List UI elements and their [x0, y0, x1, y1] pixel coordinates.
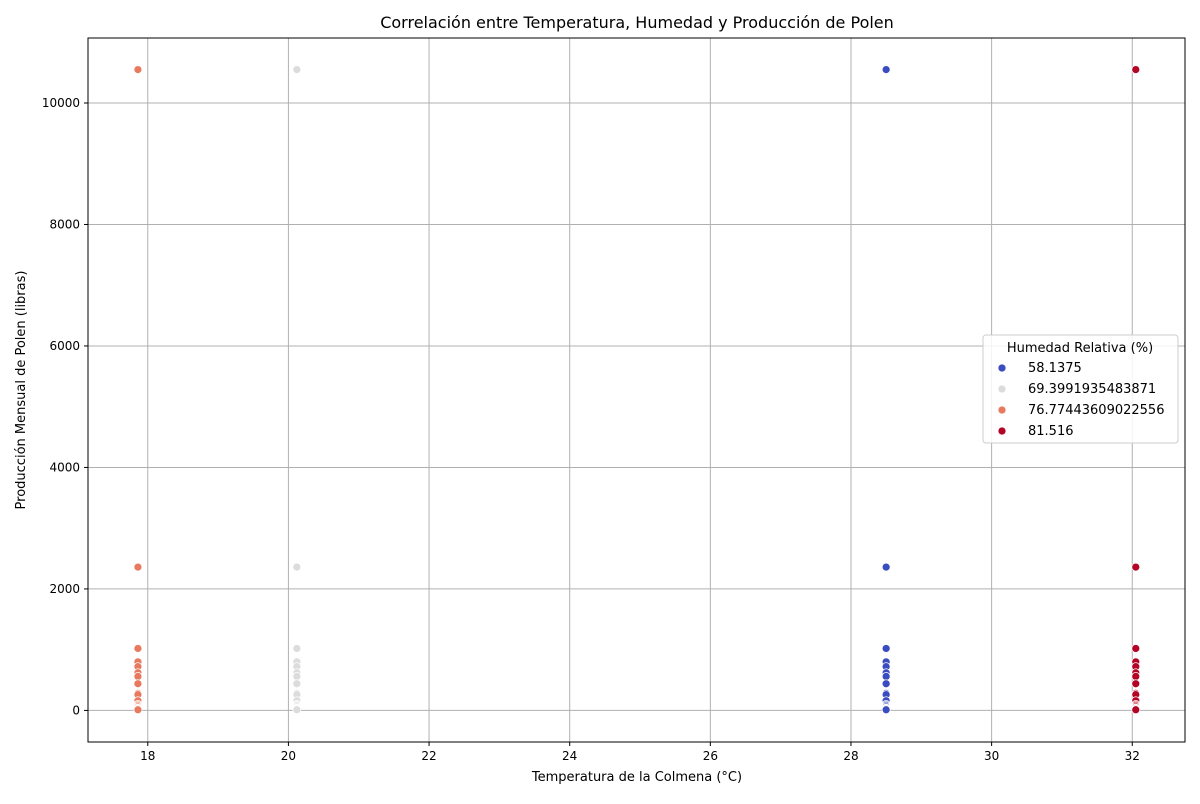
data-point: [292, 672, 302, 681]
data-point: [1131, 679, 1141, 689]
data-point: [133, 562, 143, 572]
legend-marker: [997, 363, 1007, 373]
legend-marker: [997, 426, 1007, 436]
data-point: [133, 705, 143, 715]
data-point: [133, 65, 143, 74]
y-tick-label: 10000: [42, 96, 80, 110]
data-point: [1131, 65, 1141, 74]
data-point: [292, 562, 302, 572]
data-point: [292, 679, 302, 689]
data-point: [292, 644, 302, 653]
x-tick-label: 26: [703, 749, 718, 763]
data-point: [881, 644, 891, 653]
data-point: [1131, 562, 1141, 572]
x-tick-label: 28: [843, 749, 858, 763]
legend: Humedad Relativa (%) 58.1375 69.399193548…: [982, 334, 1179, 444]
x-tick-label: 22: [421, 749, 436, 763]
grid: [88, 38, 1185, 742]
legend-items: 58.1375 69.3991935483871 76.77443609022556…: [997, 361, 1164, 439]
x-tick-label: 18: [140, 749, 155, 763]
legend-label: 69.3991935483871: [1028, 382, 1156, 397]
x-tick-label: 32: [1125, 749, 1140, 763]
data-point: [881, 705, 891, 715]
data-point: [1131, 644, 1141, 653]
y-tick-label: 2000: [49, 582, 80, 596]
legend-title: Humedad Relativa (%): [1007, 341, 1153, 356]
plot-frame: [87, 37, 1186, 743]
data-point: [133, 672, 143, 681]
legend-marker: [997, 384, 1007, 394]
data-point: [881, 562, 891, 572]
y-axis-ticks: 0 2000 4000 6000 8000 10000: [42, 96, 88, 717]
x-axis-ticks: 18 20 22 24 26 28 30 32: [140, 742, 1140, 763]
y-tick-label: 4000: [49, 460, 80, 474]
y-tick-label: 8000: [49, 217, 80, 231]
data-points: [133, 65, 1141, 715]
data-point: [881, 65, 891, 74]
data-point: [292, 705, 302, 715]
y-tick-label: 0: [72, 703, 80, 717]
x-axis-label: Temperatura de la Colmena (°C): [531, 770, 742, 785]
legend-label: 58.1375: [1028, 361, 1082, 376]
y-tick-label: 6000: [49, 339, 80, 353]
data-point: [133, 644, 143, 653]
x-tick-label: 20: [281, 749, 296, 763]
legend-box: [982, 334, 1179, 444]
y-axis-label: Producción Mensual de Polen (libras): [14, 271, 29, 510]
data-point: [881, 672, 891, 681]
chart-title: Correlación entre Temperatura, Humedad y…: [380, 13, 894, 32]
data-point: [292, 65, 302, 74]
legend-label: 81.516: [1028, 424, 1074, 439]
data-point: [1131, 705, 1141, 715]
x-tick-label: 24: [562, 749, 577, 763]
x-tick-label: 30: [984, 749, 999, 763]
legend-label: 76.77443609022556: [1028, 403, 1164, 418]
data-point: [881, 679, 891, 689]
data-point: [1131, 672, 1141, 681]
legend-marker: [997, 405, 1007, 415]
data-point: [133, 679, 143, 689]
